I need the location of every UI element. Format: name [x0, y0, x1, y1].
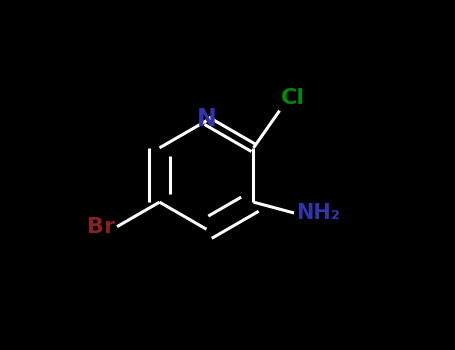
- Text: N: N: [197, 107, 217, 131]
- Text: NH₂: NH₂: [296, 203, 340, 223]
- Text: Cl: Cl: [281, 88, 305, 108]
- Text: Br: Br: [87, 217, 115, 237]
